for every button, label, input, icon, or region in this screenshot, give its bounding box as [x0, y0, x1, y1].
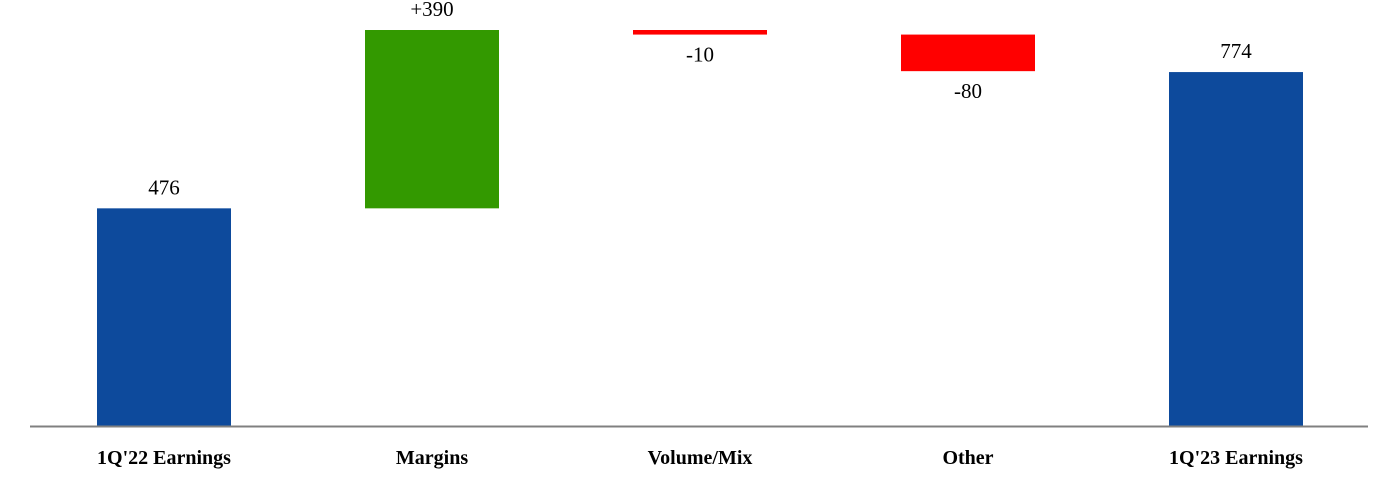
- category-label-2: Volume/Mix: [648, 447, 753, 469]
- category-label-4: 1Q'23 Earnings: [1169, 447, 1303, 469]
- bars-group: [97, 30, 1303, 427]
- value-label-0: 476: [148, 175, 180, 199]
- bar-1: [365, 30, 499, 209]
- value-labels-group: 476 +390 -10 -80 774: [148, 0, 1252, 199]
- value-label-3: -80: [954, 79, 982, 103]
- value-label-4: 774: [1220, 39, 1252, 63]
- value-label-1: +390: [410, 0, 453, 21]
- category-label-0: 1Q'22 Earnings: [97, 447, 231, 469]
- category-label-1: Margins: [396, 447, 468, 469]
- category-label-3: Other: [942, 447, 993, 469]
- bar-4: [1169, 72, 1303, 427]
- bar-2: [633, 30, 767, 35]
- value-label-2: -10: [686, 43, 714, 67]
- bar-0: [97, 208, 231, 426]
- bar-3: [901, 34, 1035, 72]
- category-labels-group: 1Q'22 Earnings Margins Volume/Mix Other 1Q'2…: [97, 447, 1303, 469]
